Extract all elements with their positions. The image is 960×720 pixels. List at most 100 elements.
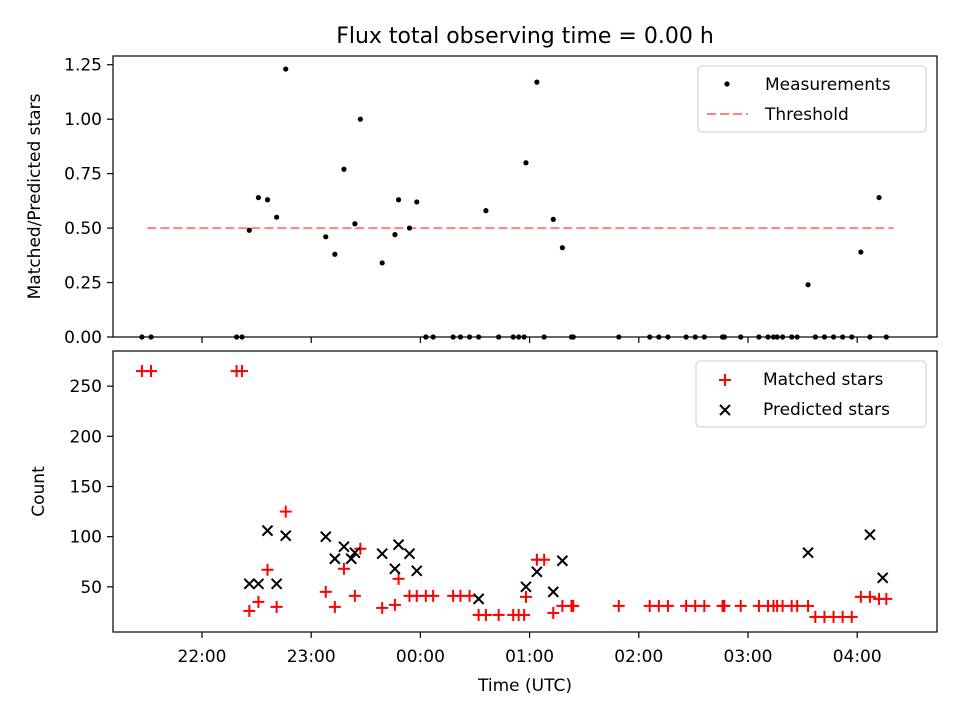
bottom-y-tick-label: 250 <box>70 377 102 397</box>
measurement-point <box>283 66 289 72</box>
predicted-star-point <box>864 528 876 541</box>
matched-star-point <box>145 365 158 378</box>
measurement-point <box>559 245 565 251</box>
matched-star-point <box>845 610 858 623</box>
bottom-legend: Matched stars Predicted stars <box>695 360 927 428</box>
predicted-star-point <box>376 548 388 560</box>
x-tick-label: 00:00 <box>396 647 445 667</box>
predicted-star-point <box>345 553 357 565</box>
x-tick-label: 23:00 <box>287 647 336 667</box>
matched-star-point <box>319 585 332 598</box>
matched-star-point <box>661 599 674 612</box>
matched-star-point <box>880 592 893 605</box>
figure-title: Flux total observing time = 0.00 h <box>336 24 714 49</box>
measurement-point <box>805 282 811 288</box>
legend-threshold-label: Threshold <box>764 105 849 125</box>
top-y-tick-label: 0.75 <box>64 165 102 185</box>
measurement-point <box>406 225 413 231</box>
predicted-star-point <box>261 524 274 537</box>
matched-star-point <box>734 599 747 612</box>
matched-star-point <box>392 572 405 585</box>
legend-measurements-label: Measurements <box>765 75 891 95</box>
predicted-star-point <box>280 529 292 542</box>
matched-star-point <box>492 608 505 621</box>
predicted-star-point <box>252 578 265 590</box>
x-tick-label: 04:00 <box>833 647 882 667</box>
predicted-star-point <box>389 563 401 575</box>
predicted-star-point <box>349 547 361 559</box>
predicted-star-point <box>531 566 543 578</box>
predicted-star-point <box>802 547 814 559</box>
matched-star-point <box>791 599 804 612</box>
matched-star-point <box>519 590 532 603</box>
legend-measurement-marker <box>724 81 730 87</box>
top-y-tick-label: 0.25 <box>64 274 102 294</box>
predicted-star-point <box>403 548 416 560</box>
measurement-point <box>323 234 329 240</box>
top-plot-frame <box>112 55 938 338</box>
bottom-y-tick-label: 150 <box>70 477 102 497</box>
measurement-point <box>246 227 252 233</box>
matched-star-point <box>376 601 389 614</box>
top-y-tick-label: 0.00 <box>64 328 102 348</box>
matched-star-point <box>354 542 367 555</box>
bottom-y-tick-label: 200 <box>70 427 102 447</box>
measurement-point <box>274 214 280 220</box>
bottom-y-tick-label: 100 <box>70 528 102 548</box>
matched-star-point <box>348 589 361 602</box>
top-legend-box <box>697 65 927 133</box>
top-y-tick-label: 1.25 <box>64 56 102 76</box>
predicted-star-point <box>329 553 341 565</box>
matched-star-point <box>261 563 274 576</box>
predicted-star-point <box>338 540 350 553</box>
matched-star-point <box>270 600 283 613</box>
predicted-star-point <box>411 565 423 577</box>
legend-predicted-label: Predicted stars <box>763 400 890 420</box>
matched-star-point <box>863 590 876 603</box>
legend-matched-marker <box>719 374 731 386</box>
measurement-point <box>858 249 864 255</box>
matched-star-point <box>252 595 265 608</box>
matched-star-point <box>718 599 731 612</box>
x-tick-label: 03:00 <box>724 647 773 667</box>
bottom-legend-box <box>695 360 927 428</box>
x-axis-label: Time (UTC) <box>477 676 572 696</box>
measurement-point <box>392 232 398 238</box>
matched-star-point <box>328 600 341 613</box>
matched-star-point <box>236 365 249 378</box>
matched-star-point <box>698 599 711 612</box>
measurement-point <box>876 194 882 201</box>
measurement-point <box>379 260 385 266</box>
measurement-point <box>550 216 556 222</box>
bottom-panel: 50 100 150 200 250 22:00 23:00 00:00 01:00 02:00 0… <box>29 350 938 696</box>
matched-star-point <box>567 599 580 612</box>
predicted-star-point <box>556 555 569 567</box>
predicted-star-point <box>243 578 256 590</box>
top-y-tick-label: 1.00 <box>64 110 102 130</box>
x-tick-label: 02:00 <box>614 647 663 667</box>
measurement-point <box>264 197 271 203</box>
matched-star-point <box>243 604 256 617</box>
measurement-point <box>523 160 529 166</box>
measurement-point <box>483 208 489 214</box>
matched-star-point <box>463 589 476 602</box>
predicted-star-point <box>520 581 532 593</box>
matched-star-point <box>518 608 531 621</box>
measurement-point <box>395 197 402 203</box>
measurement-point <box>332 251 338 257</box>
matched-star-point <box>547 606 560 619</box>
predicted-star-point <box>392 538 405 551</box>
matched-star-point <box>538 553 551 566</box>
bottom-y-tick-label: 50 <box>80 578 102 598</box>
bottom-plot-frame <box>112 350 938 633</box>
measurement-point <box>357 116 363 122</box>
top-panel: 0.00 0.25 0.50 0.75 1.00 1.25 Matched/Predict… <box>25 55 938 348</box>
matched-star-point <box>802 599 815 612</box>
top-legend: Measurements Threshold <box>697 65 927 133</box>
top-y-axis-label: Matched/Predicted stars <box>25 93 45 299</box>
predicted-star-point <box>320 530 332 543</box>
top-y-tick-label: 0.50 <box>64 219 102 239</box>
matched-star-point <box>612 599 625 612</box>
legend-predicted-marker <box>719 404 731 416</box>
